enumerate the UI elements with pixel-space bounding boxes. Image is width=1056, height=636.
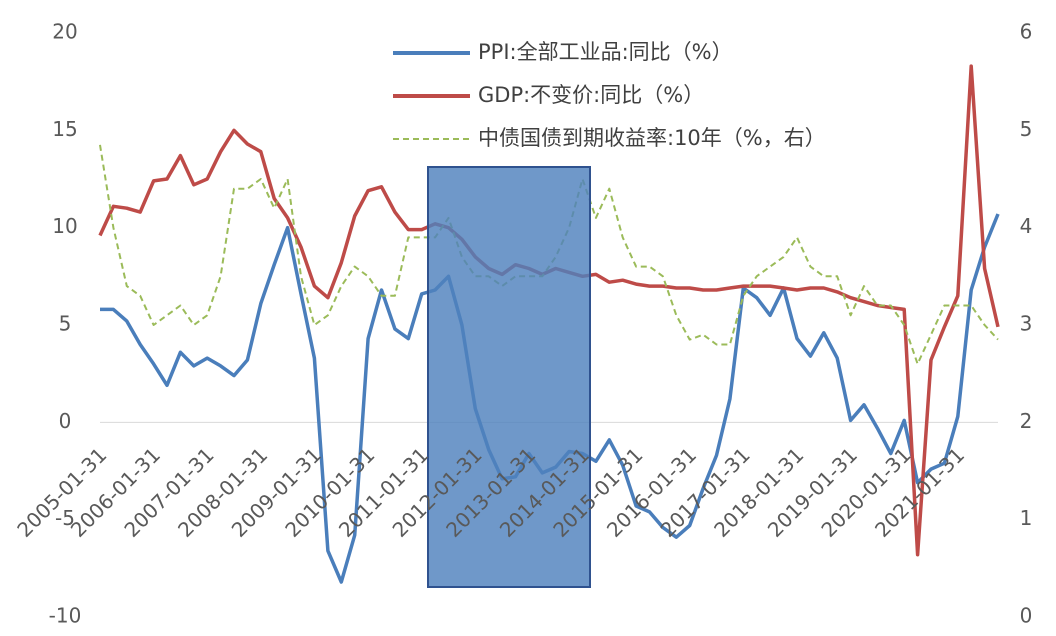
y-tick-label: 15 [52,117,77,141]
y-tick-label: 0 [59,409,72,433]
y-tick-label: 5 [59,312,72,336]
legend-label: 中债国债到期收益率:10年（%，右） [478,126,826,150]
y-tick-label: -10 [49,604,82,628]
y2-tick-label: 3 [1020,312,1033,336]
y2-tick-label: 0 [1020,604,1033,628]
y2-tick-label: 4 [1020,214,1033,238]
y-tick-label: 10 [52,214,77,238]
y2-tick-label: 5 [1020,117,1033,141]
axis-layer: -10 -5 0 5 10 15 20 0 1 2 3 4 5 6 [49,20,1033,628]
y2-tick-label: 2 [1020,409,1033,433]
y2-tick-label: 1 [1020,506,1033,530]
legend-label: PPI:全部工业品:同比（%） [478,40,733,64]
y-tick-label: -5 [55,506,75,530]
y2-tick-label: 6 [1020,20,1033,44]
legend-label: GDP:不变价:同比（%） [478,83,704,107]
highlight-box [427,166,591,588]
y-tick-label: 20 [52,20,77,44]
legend: PPI:全部工业品:同比（%） GDP:不变价:同比（%） 中债国债到期收益率:10… [393,40,826,150]
